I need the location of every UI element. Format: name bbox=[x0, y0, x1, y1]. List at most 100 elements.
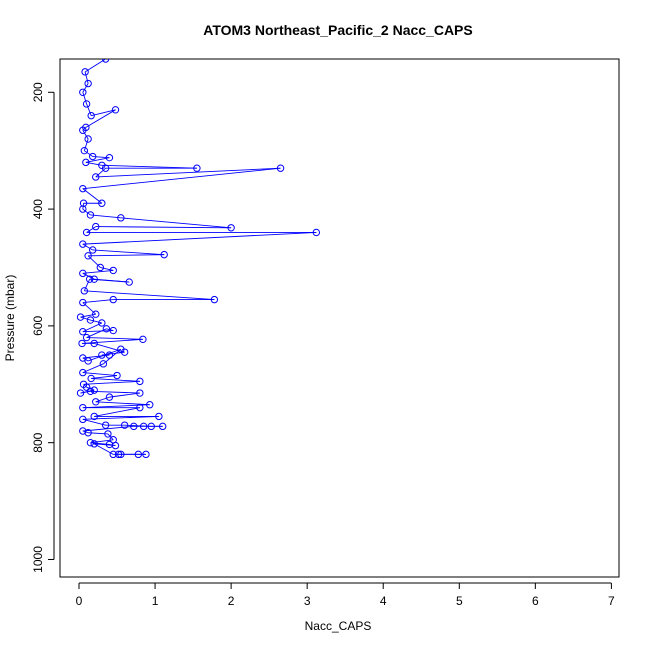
series-group bbox=[76, 59, 321, 459]
series-segment bbox=[95, 401, 150, 406]
series-segment bbox=[82, 425, 134, 432]
data-point bbox=[111, 106, 120, 114]
y-axis: 200 400 600 800 1000 bbox=[31, 82, 55, 573]
data-point bbox=[86, 387, 95, 395]
x-axis: 0 1 2 3 4 5 6 7 bbox=[76, 582, 615, 608]
data-point bbox=[134, 450, 143, 459]
series-segment bbox=[109, 392, 140, 398]
series-segment bbox=[82, 302, 97, 315]
data-point bbox=[117, 214, 125, 222]
data-point bbox=[146, 401, 154, 409]
series-segment bbox=[82, 404, 150, 409]
data-point bbox=[79, 126, 87, 134]
data-point bbox=[81, 68, 89, 76]
series-segment bbox=[82, 338, 143, 344]
series-segment bbox=[84, 59, 106, 73]
data-point bbox=[105, 351, 114, 359]
series-segment bbox=[86, 337, 143, 340]
series-segment bbox=[80, 390, 91, 394]
series-segment bbox=[100, 267, 114, 271]
data-point bbox=[78, 339, 86, 348]
x-tick-label: 4 bbox=[380, 594, 387, 608]
series-segment bbox=[83, 138, 89, 151]
data-point bbox=[79, 298, 87, 307]
series-segment bbox=[91, 375, 118, 379]
data-point bbox=[92, 173, 100, 181]
series-segment bbox=[82, 330, 114, 333]
data-point bbox=[160, 250, 168, 259]
series-segment bbox=[86, 226, 96, 233]
data-point bbox=[139, 422, 148, 431]
data-point bbox=[98, 319, 106, 327]
data-point bbox=[90, 275, 98, 283]
series-segment bbox=[91, 377, 140, 382]
data-point bbox=[193, 164, 201, 172]
data-point bbox=[79, 403, 87, 412]
data-point bbox=[142, 450, 150, 459]
series-segment bbox=[82, 299, 114, 303]
data-point bbox=[101, 59, 110, 63]
data-point bbox=[113, 371, 121, 380]
series-segment bbox=[82, 269, 114, 274]
series-segment bbox=[101, 164, 197, 169]
data-point bbox=[79, 328, 87, 336]
data-point bbox=[147, 422, 155, 431]
series-segment bbox=[95, 167, 106, 178]
data-point bbox=[86, 211, 95, 219]
data-point bbox=[114, 450, 123, 459]
data-point bbox=[79, 269, 87, 278]
series-segment bbox=[84, 150, 93, 157]
x-axis-label: Nacc_CAPS bbox=[305, 619, 372, 633]
x-tick-label: 3 bbox=[304, 594, 311, 608]
x-tick-label: 6 bbox=[532, 594, 539, 608]
data-point bbox=[79, 415, 87, 424]
x-tick-label: 0 bbox=[76, 594, 83, 608]
data-point bbox=[85, 275, 94, 283]
series-segment bbox=[85, 161, 102, 166]
series-segment bbox=[94, 342, 125, 353]
data-point bbox=[210, 295, 219, 304]
data-point bbox=[86, 316, 95, 324]
series-segment bbox=[87, 348, 121, 362]
data-point bbox=[104, 430, 112, 438]
series-segment bbox=[80, 313, 96, 318]
data-point bbox=[136, 389, 144, 397]
data-point bbox=[79, 88, 87, 96]
series-segment bbox=[82, 418, 106, 426]
data-point bbox=[84, 357, 92, 365]
series-segment bbox=[89, 278, 130, 283]
data-point bbox=[84, 252, 92, 260]
data-point bbox=[76, 313, 85, 321]
series-segment bbox=[85, 109, 116, 128]
series-segment bbox=[82, 231, 317, 245]
data-point bbox=[80, 287, 89, 295]
y-tick-label: 400 bbox=[31, 199, 45, 219]
data-point bbox=[90, 386, 98, 394]
series-segment bbox=[95, 226, 232, 229]
data-point bbox=[87, 111, 95, 120]
data-point bbox=[82, 100, 91, 108]
series-segment bbox=[95, 167, 281, 178]
data-point bbox=[89, 246, 97, 254]
y-tick-label: 800 bbox=[31, 432, 45, 452]
series-segment bbox=[90, 390, 140, 394]
data-point bbox=[139, 335, 147, 344]
series-segment bbox=[82, 188, 103, 204]
series-segment bbox=[91, 109, 116, 117]
series-segment bbox=[82, 167, 281, 190]
data-point bbox=[105, 153, 114, 162]
data-point bbox=[92, 222, 100, 231]
data-point bbox=[96, 263, 105, 272]
series-segment bbox=[82, 92, 88, 105]
data-point bbox=[105, 393, 114, 401]
data-point bbox=[109, 450, 117, 459]
series-segment bbox=[84, 290, 215, 301]
series-segment bbox=[83, 380, 140, 385]
data-point bbox=[82, 158, 90, 167]
series-segment bbox=[82, 243, 93, 251]
y-tick-label: 200 bbox=[31, 82, 45, 102]
series-segment bbox=[82, 363, 104, 374]
series-segment bbox=[82, 415, 159, 420]
series-segment bbox=[84, 71, 89, 84]
